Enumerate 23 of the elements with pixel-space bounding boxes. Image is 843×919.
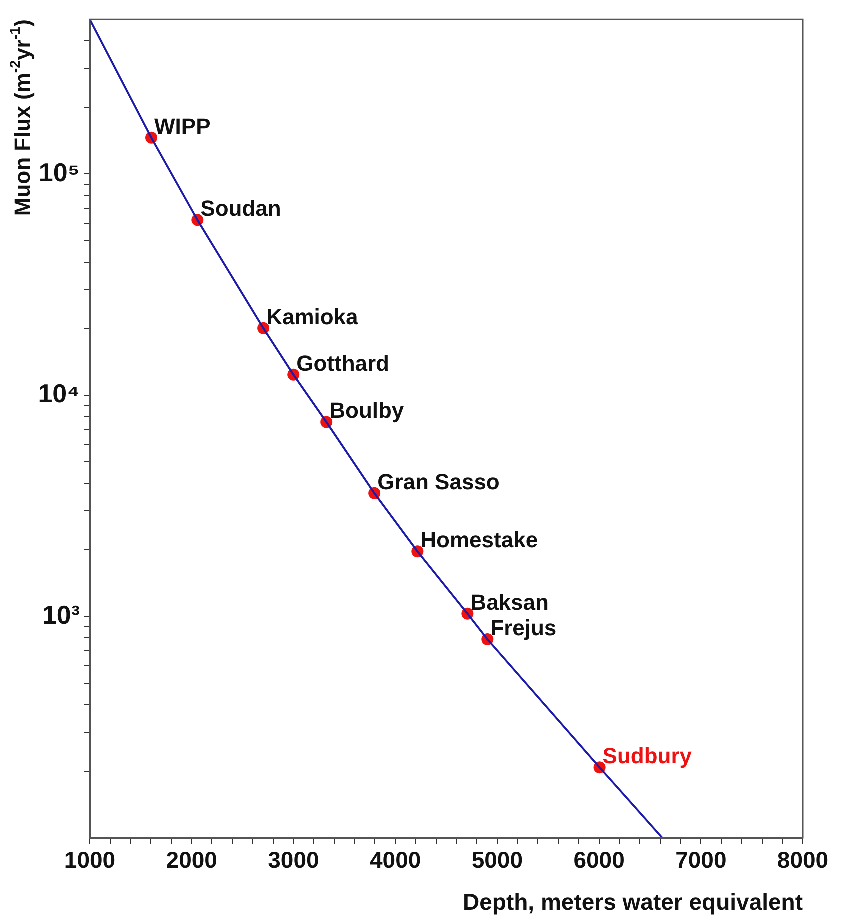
annotation: Frejus — [490, 616, 557, 641]
annotation: Kamioka — [266, 304, 360, 330]
y-tick-label: 10⁴ — [38, 378, 80, 409]
annotation: Gran Sasso — [378, 469, 500, 494]
x-tick-label: 7000 — [676, 847, 727, 874]
annotation: Homestake — [420, 528, 538, 553]
x-tick-label: 1000 — [64, 847, 116, 874]
x-tick-label: 6000 — [574, 847, 625, 874]
x-tick-label: 8000 — [777, 847, 829, 874]
annotation: Boulby — [330, 398, 405, 424]
x-tick-label: 4000 — [370, 847, 422, 874]
annotation: Baksan — [470, 590, 549, 615]
x-tick-label: 5000 — [472, 847, 524, 874]
y-tick-label: 10³ — [42, 600, 80, 630]
x-axis-title: Depth, meters water equivalent — [463, 889, 804, 915]
annotation: WIPP — [154, 114, 211, 139]
series-label: Sudbury — [602, 744, 693, 769]
x-tick-label: 2000 — [166, 847, 218, 874]
annotation: Soudan — [200, 196, 282, 222]
y-axis-title: Muon Flux (m-2yr-1) — [8, 20, 35, 216]
annotation: Gotthard — [296, 350, 390, 376]
x-tick-label: 3000 — [268, 847, 320, 874]
y-tick-label: 10⁵ — [38, 157, 80, 188]
